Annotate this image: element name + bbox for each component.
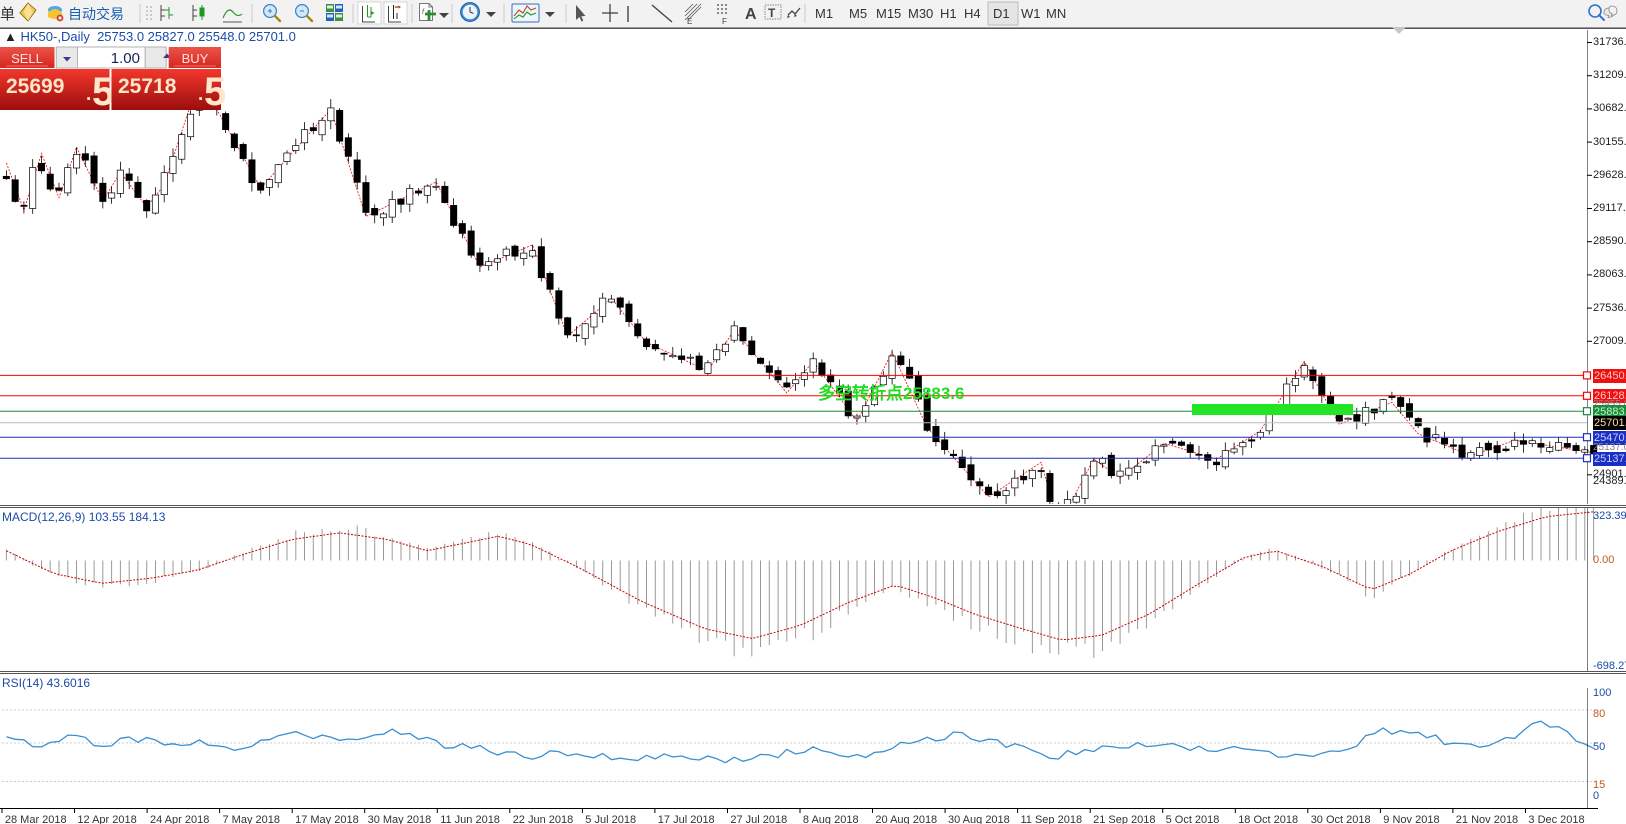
svg-text:MN: MN <box>1046 6 1066 21</box>
svg-text:H1: H1 <box>940 6 957 21</box>
svg-text:30 Aug 2018: 30 Aug 2018 <box>948 814 1010 824</box>
svg-text:24 Apr 2018: 24 Apr 2018 <box>150 814 209 824</box>
svg-text:E: E <box>687 17 692 26</box>
svg-text:21 Nov 2018: 21 Nov 2018 <box>1456 814 1518 824</box>
svg-text:30 May 2018: 30 May 2018 <box>368 814 432 824</box>
svg-text:5: 5 <box>92 70 114 114</box>
svg-text:30 Oct 2018: 30 Oct 2018 <box>1311 814 1371 824</box>
svg-text:M1: M1 <box>815 6 833 21</box>
svg-text:F: F <box>722 17 727 26</box>
svg-text:.: . <box>198 84 203 105</box>
svg-text:5: 5 <box>204 70 226 114</box>
svg-text:D1: D1 <box>993 6 1010 21</box>
svg-text:12 Apr 2018: 12 Apr 2018 <box>77 814 136 824</box>
svg-text:SELL: SELL <box>11 51 43 66</box>
svg-text:8 Aug 2018: 8 Aug 2018 <box>803 814 859 824</box>
svg-text:W1: W1 <box>1021 6 1041 21</box>
svg-text:1.00: 1.00 <box>111 50 140 67</box>
svg-text:17 Jul 2018: 17 Jul 2018 <box>658 814 715 824</box>
svg-text:7 May 2018: 7 May 2018 <box>223 814 280 824</box>
svg-text:11 Sep 2018: 11 Sep 2018 <box>1021 814 1083 824</box>
svg-text:21 Sep 2018: 21 Sep 2018 <box>1093 814 1155 824</box>
svg-text:单: 单 <box>0 6 15 23</box>
svg-text:3 Dec 2018: 3 Dec 2018 <box>1528 814 1584 824</box>
svg-text:20 Aug 2018: 20 Aug 2018 <box>875 814 937 824</box>
svg-text:18 Oct 2018: 18 Oct 2018 <box>1238 814 1298 824</box>
svg-text:A: A <box>745 6 757 23</box>
svg-text:22 Jun 2018: 22 Jun 2018 <box>513 814 574 824</box>
svg-text:11 Jun 2018: 11 Jun 2018 <box>440 814 500 824</box>
svg-text:H4: H4 <box>964 6 981 21</box>
svg-text:25699: 25699 <box>6 75 64 98</box>
svg-text:M5: M5 <box>849 6 867 21</box>
svg-text:自动交易: 自动交易 <box>68 6 124 22</box>
svg-text:9 Nov 2018: 9 Nov 2018 <box>1383 814 1439 824</box>
svg-text:17 May 2018: 17 May 2018 <box>295 814 359 824</box>
svg-text:T: T <box>768 6 776 20</box>
svg-text:BUY: BUY <box>182 51 209 66</box>
svg-text:M30: M30 <box>908 6 933 21</box>
svg-text:25718: 25718 <box>118 75 177 98</box>
svg-text:28 Mar 2018: 28 Mar 2018 <box>5 814 67 824</box>
svg-text:.: . <box>86 84 91 105</box>
svg-text:5 Oct 2018: 5 Oct 2018 <box>1166 814 1220 824</box>
svg-text:M15: M15 <box>876 6 901 21</box>
svg-text:27 Jul 2018: 27 Jul 2018 <box>730 814 787 824</box>
svg-text:5 Jul 2018: 5 Jul 2018 <box>585 814 636 824</box>
